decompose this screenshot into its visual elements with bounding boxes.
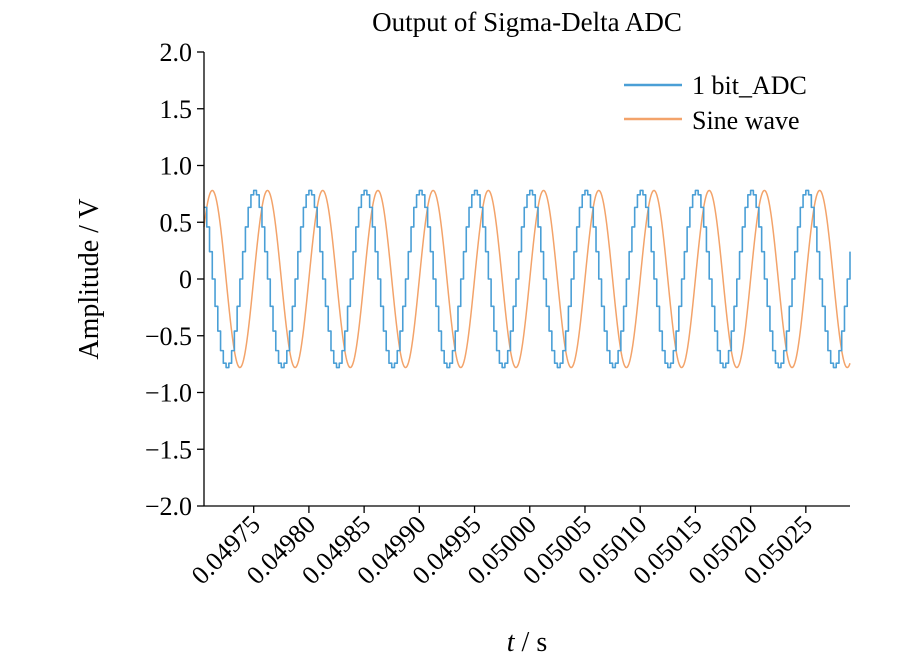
y-tick-label: −1.5	[145, 435, 192, 464]
legend: 1 bit_ADC Sine wave	[624, 71, 807, 135]
sine-line	[203, 189, 851, 369]
y-tick-label: −1.0	[145, 379, 192, 408]
adc-line	[204, 189, 851, 369]
x-ticks: 0.049750.049800.049850.049900.049950.050…	[186, 506, 818, 590]
y-tick-label: 0.5	[160, 208, 193, 237]
y-tick-label: −0.5	[145, 322, 192, 351]
y-axis-label: Amplitude / V	[74, 198, 105, 359]
plot-area	[203, 189, 851, 369]
legend-label-1-bit-adc: 1 bit_ADC	[692, 71, 807, 100]
y-tick-label: −2.0	[145, 492, 192, 521]
y-tick-label: 0	[179, 265, 192, 294]
y-tick-label: 1.0	[160, 152, 193, 181]
x-axis-label-unit: / s	[515, 627, 548, 658]
legend-label-sine-wave: Sine wave	[692, 106, 800, 135]
y-ticks: 2.0 1.5 1.0 0.5 0 −0.5 −1.0 −1.5 −2.0	[145, 38, 204, 521]
x-axis-label: t / s	[507, 627, 547, 658]
chart-title: Output of Sigma-Delta ADC	[372, 7, 682, 37]
x-axis-label-variable: t	[507, 627, 516, 658]
y-tick-label: 2.0	[160, 38, 193, 67]
y-tick-label: 1.5	[160, 95, 193, 124]
